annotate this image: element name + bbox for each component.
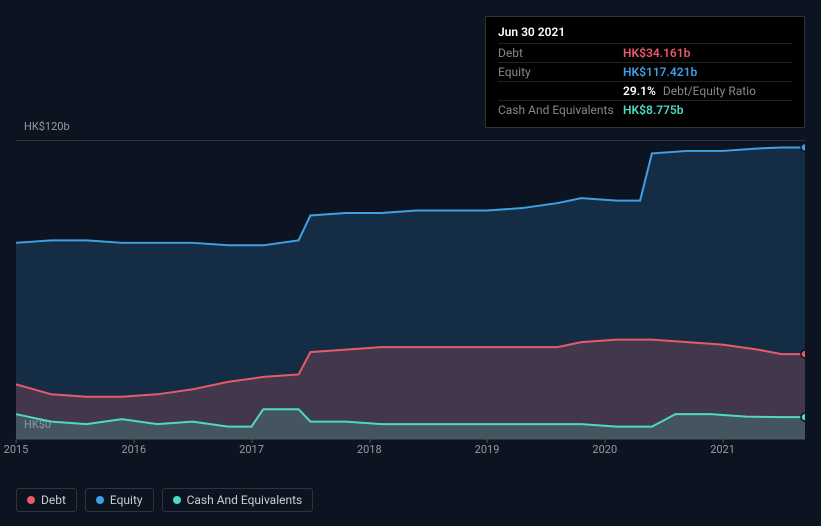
plot-svg (16, 141, 805, 439)
ratio-label: Debt/Equity Ratio (663, 84, 756, 98)
tooltip-label (498, 84, 623, 98)
legend-dot (27, 496, 35, 504)
legend: Debt Equity Cash And Equivalents (16, 488, 313, 512)
legend-item-cash[interactable]: Cash And Equivalents (162, 488, 314, 512)
chart[interactable]: HK$120b HK$0 (16, 120, 805, 450)
legend-dot (96, 496, 104, 504)
tooltip-label: Equity (498, 65, 623, 79)
end-marker-cash (801, 413, 805, 421)
x-tick: 2021 (710, 443, 735, 456)
x-tick: 2016 (121, 443, 146, 456)
tooltip-label: Cash And Equivalents (498, 103, 623, 117)
tooltip-panel: Jun 30 2021 Debt HK$34.161b Equity HK$11… (485, 16, 805, 128)
tooltip-value: HK$117.421b (623, 65, 697, 79)
legend-label: Cash And Equivalents (187, 493, 303, 507)
tooltip-row-debt: Debt HK$34.161b (498, 43, 792, 62)
chart-container: Jun 30 2021 Debt HK$34.161b Equity HK$11… (0, 0, 821, 526)
legend-item-debt[interactable]: Debt (16, 488, 77, 512)
x-tick: 2019 (475, 443, 500, 456)
legend-label: Equity (110, 493, 143, 507)
end-marker-debt (801, 350, 805, 358)
tooltip-value: HK$34.161b (623, 46, 690, 60)
legend-dot (173, 496, 181, 504)
ratio-value: 29.1% (623, 84, 656, 98)
tooltip-row-cash: Cash And Equivalents HK$8.775b (498, 100, 792, 119)
legend-item-equity[interactable]: Equity (85, 488, 154, 512)
plot-area[interactable] (16, 140, 805, 440)
tooltip-label: Debt (498, 46, 623, 60)
tooltip-date: Jun 30 2021 (498, 25, 792, 39)
tooltip-value: HK$8.775b (623, 103, 684, 117)
x-tick: 2018 (357, 443, 382, 456)
end-marker-equity (801, 143, 805, 151)
x-tick: 2015 (4, 443, 29, 456)
tooltip-row-ratio: 29.1% Debt/Equity Ratio (498, 81, 792, 100)
x-tick: 2020 (592, 443, 617, 456)
tooltip-row-equity: Equity HK$117.421b (498, 62, 792, 81)
x-axis: 2015201620172018201920202021 (16, 443, 805, 463)
legend-label: Debt (41, 493, 66, 507)
y-axis-tick-top: HK$120b (24, 120, 70, 133)
x-tick: 2017 (239, 443, 264, 456)
tooltip-ratio: 29.1% Debt/Equity Ratio (623, 84, 756, 98)
